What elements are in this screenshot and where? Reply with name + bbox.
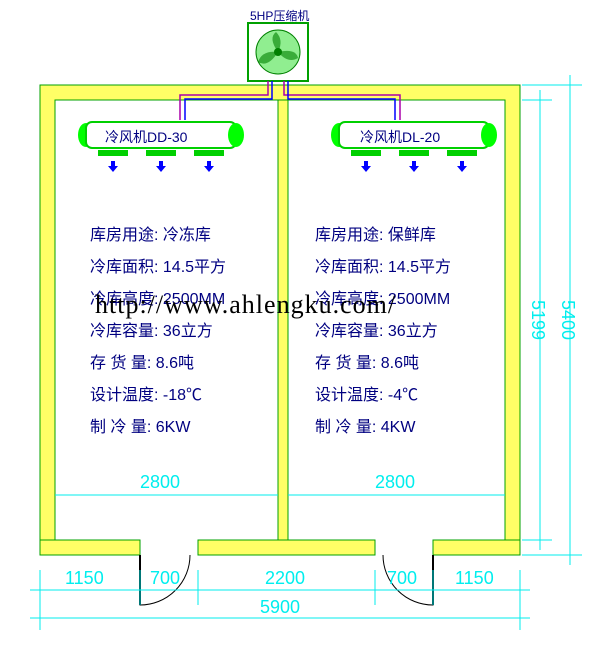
right-line2: 冷库面积: 14.5平方 — [315, 252, 451, 284]
dim-door-side-l: 1150 — [65, 568, 104, 589]
right-line4: 冷库容量: 36立方 — [315, 316, 451, 348]
left-room-specs: 库房用途: 冷冻库 冷库面积: 14.5平方 冷库高度: 2500MM 冷库容量… — [90, 220, 226, 444]
left-fan-label: 冷风机DD-30 — [105, 127, 187, 147]
right-line1: 库房用途: 保鲜库 — [315, 220, 451, 252]
left-line1: 库房用途: 冷冻库 — [90, 220, 226, 252]
right-fan-label: 冷风机DL-20 — [360, 127, 440, 147]
left-line4: 冷库容量: 36立方 — [90, 316, 226, 348]
partition-wall — [278, 100, 288, 540]
right-line7: 制 冷 量: 4KW — [315, 412, 451, 444]
diagram-stage: 5HP压缩机 冷风机DD-30 冷风机DL-20 库房用途: 冷冻库 冷库面积:… — [0, 0, 600, 660]
right-line5: 存 货 量: 8.6吨 — [315, 348, 451, 380]
left-line7: 制 冷 量: 6KW — [90, 412, 226, 444]
dim-room-left: 2800 — [140, 472, 180, 493]
right-room-specs: 库房用途: 保鲜库 冷库面积: 14.5平方 冷库高度: 2500MM 冷库容量… — [315, 220, 451, 444]
dim-total-w: 5900 — [260, 597, 300, 618]
dim-door-r: 700 — [387, 568, 417, 589]
dim-room-right: 2800 — [375, 472, 415, 493]
dim-door-c: 2200 — [265, 568, 305, 589]
watermark-text: http://www.ahlengku.com/ — [95, 290, 396, 320]
compressor-label: 5HP压缩机 — [250, 7, 309, 24]
left-line6: 设计温度: -18℃ — [90, 380, 226, 412]
dim-height-outer: 5400 — [557, 300, 578, 340]
bottom-wall — [40, 540, 520, 555]
left-line5: 存 货 量: 8.6吨 — [90, 348, 226, 380]
right-line6: 设计温度: -4℃ — [315, 380, 451, 412]
dim-height-inner: 5199 — [527, 300, 548, 340]
dim-door-side-r: 1150 — [455, 568, 494, 589]
left-line2: 冷库面积: 14.5平方 — [90, 252, 226, 284]
dim-door-l: 700 — [150, 568, 180, 589]
